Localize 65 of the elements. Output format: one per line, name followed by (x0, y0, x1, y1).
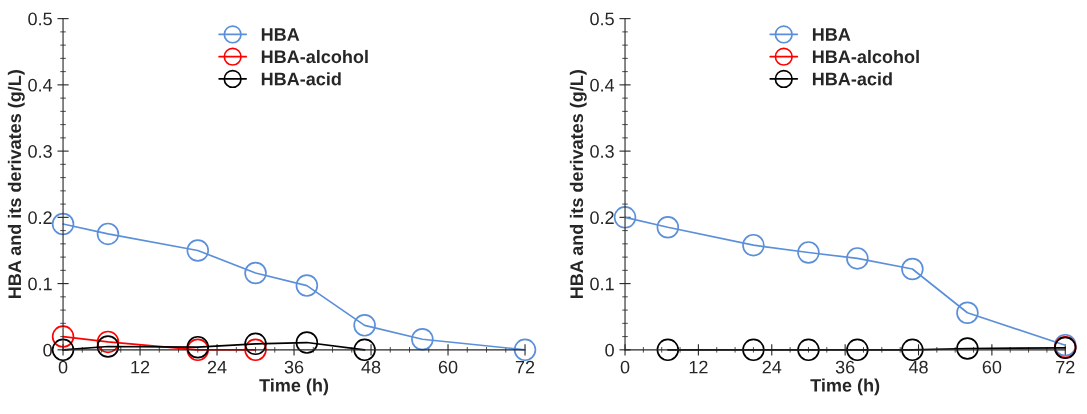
point (353, 314, 376, 337)
point (956, 337, 979, 360)
y-tick-label: 0.1 (28, 277, 52, 291)
legend-label: HBA-alcohol (812, 49, 919, 64)
y-tick-label: 0.1 (590, 277, 614, 291)
point (797, 241, 820, 264)
point (51, 325, 75, 348)
point (96, 330, 120, 354)
point (901, 338, 924, 362)
y-tick-label: 0.2 (28, 211, 52, 225)
x-tick-label: 12 (689, 360, 708, 374)
point (797, 338, 820, 362)
point (295, 274, 319, 297)
legend-label: HBA-alcohol (261, 49, 368, 64)
point (846, 338, 869, 362)
point (51, 338, 75, 362)
y-tick-label: 0.2 (590, 211, 614, 225)
x-tick-label: 0 (58, 360, 68, 374)
y-tick-label: 0.5 (590, 12, 614, 26)
point (613, 206, 637, 229)
point (742, 338, 765, 362)
y-tick-label: 0.3 (28, 145, 52, 158)
x-tick-label: 48 (361, 360, 381, 374)
point (244, 261, 267, 285)
x-tick-label: 72 (1056, 360, 1075, 374)
point (186, 239, 210, 262)
y-tick-label: 0 (43, 343, 52, 357)
point (513, 338, 537, 362)
point (295, 331, 319, 354)
legend-label: HBA-acid (261, 72, 341, 86)
point (656, 216, 680, 239)
x-tick-label: 0 (620, 360, 630, 374)
x-axis-title: Time (h) (259, 378, 329, 396)
x-axis-title: Time (h) (810, 378, 880, 396)
y-tick-label: 0.4 (28, 78, 53, 92)
y-tick-label: 0.5 (28, 12, 52, 26)
y-tick-label: 0.3 (590, 145, 614, 158)
point (51, 212, 75, 236)
x-tick-label: 48 (908, 360, 928, 374)
point (742, 233, 765, 257)
point (956, 301, 979, 324)
point (846, 247, 869, 270)
legend-label: HBA-acid (812, 72, 892, 86)
x-tick-label: 36 (835, 360, 855, 374)
point (96, 335, 120, 358)
x-tick-label: 24 (762, 360, 782, 374)
y-tick-label: 0 (605, 343, 614, 357)
point (96, 222, 120, 246)
legend-label: HBA (261, 28, 300, 41)
x-tick-label: 60 (438, 360, 458, 374)
x-tick-label: 24 (207, 360, 227, 374)
point (353, 338, 376, 362)
point (656, 338, 680, 362)
x-tick-label: 36 (284, 360, 304, 374)
point (411, 327, 434, 351)
point (244, 332, 267, 356)
y-axis-title: HBA and its derivates (g/L) (569, 70, 587, 299)
point (901, 257, 924, 281)
y-axis-title: HBA and its derivates (g/L) (7, 70, 25, 299)
legend-label: HBA (812, 28, 851, 41)
x-tick-label: 60 (982, 360, 1002, 374)
x-tick-label: 12 (131, 360, 150, 374)
point (244, 338, 267, 362)
y-tick-label: 0.4 (590, 78, 615, 92)
x-tick-label: 72 (515, 360, 535, 374)
